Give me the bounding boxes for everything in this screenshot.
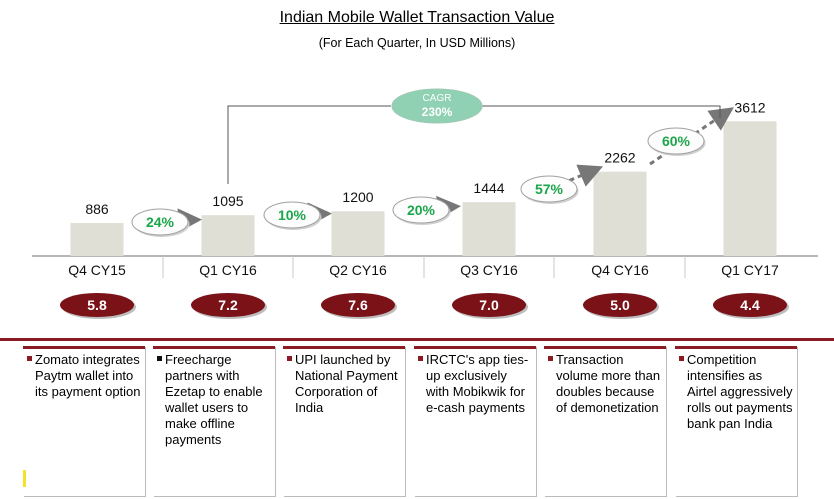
badge-value: 7.2 [218,297,238,313]
event-card-text: Competition intensifies as Airtel aggres… [687,352,793,431]
category-label: Q1 CY17 [721,262,779,278]
bullet-icon [418,356,423,361]
value-label: 2262 [604,150,635,166]
card-top-rule [544,346,666,349]
event-card: IRCTC's app ties-up exclusively with Mob… [414,346,536,496]
bullet-icon [27,356,32,361]
card-top-rule [283,346,405,349]
bullet-icon [157,356,162,361]
value-label: 1200 [342,189,373,205]
event-card-text: IRCTC's app ties-up exclusively with Mob… [426,352,529,415]
category-label: Q1 CY16 [199,262,257,278]
bar [723,121,777,256]
category-label: Q4 CY15 [68,262,126,278]
bar [593,171,647,256]
value-label: 1444 [473,180,504,196]
bar [462,202,516,256]
bullet-icon [548,356,553,361]
chart-area: 886 Q4 CY15 5.8 1095 Q1 CY16 7.2 1200 Q2 CY16 7.… [32,88,818,319]
chart-title: Indian Mobile Wallet Transaction Value [279,9,555,26]
badge [452,293,526,317]
growth-arrow [649,107,734,166]
category-label: Q4 CY16 [591,262,649,278]
event-card: Freecharge partners with Ezetap to enabl… [153,346,275,496]
value-label: 3612 [734,99,765,115]
growth-label: 60% [662,133,691,149]
event-card: Transaction volume more than doubles bec… [544,346,666,496]
card-top-rule [23,346,145,349]
badge-value: 7.0 [479,297,499,313]
badge-value: 7.6 [348,297,368,313]
cagr-label: CAGR [423,93,452,104]
chart-subtitle: (For Each Quarter, In USD Millions) [318,36,516,50]
card-top-rule [414,346,536,349]
growth-label: 24% [146,214,175,230]
badge [321,293,395,317]
badge-value: 5.0 [610,297,630,313]
event-card-text: UPI launched by National Payment Corpora… [295,352,398,415]
badge [713,293,787,317]
event-card-text: Zomato integrates Paytm wallet into its … [35,352,141,399]
badge [583,293,657,317]
card-top-rule [675,346,797,349]
value-label: 886 [85,201,109,217]
cagr-bracket-right [479,105,721,118]
bar [70,222,124,256]
event-card: Competition intensifies as Airtel aggres… [675,346,797,496]
growth-label: 57% [535,181,564,197]
bullet-icon [679,356,684,361]
highlight-marker [23,470,26,487]
value-label: 1095 [212,193,243,209]
bullet-icon [287,356,292,361]
growth-oval [263,201,321,229]
growth-oval [647,127,705,155]
badge-value: 5.8 [87,297,107,313]
growth-label: 20% [407,202,436,218]
category-label: Q3 CY16 [460,262,518,278]
badge-value: 4.4 [740,297,760,313]
section-divider [0,338,834,341]
growth-oval [131,208,189,236]
bar [331,211,385,256]
event-card-text: Freecharge partners with Ezetap to enabl… [165,352,263,447]
event-card-text: Transaction volume more than doubles bec… [556,352,661,415]
growth-oval [392,196,450,224]
growth-label: 10% [278,207,307,223]
event-card: UPI launched by National Payment Corpora… [283,346,405,496]
cagr-value: 230% [422,105,453,119]
badge [191,293,265,317]
bar [201,215,255,256]
cagr-oval [391,88,483,124]
badge [60,293,134,317]
category-label: Q2 CY16 [329,262,387,278]
growth-oval [520,175,578,203]
card-top-rule [153,346,275,349]
event-card: Zomato integrates Paytm wallet into its … [23,346,145,496]
cagr-bracket-left [227,105,391,184]
